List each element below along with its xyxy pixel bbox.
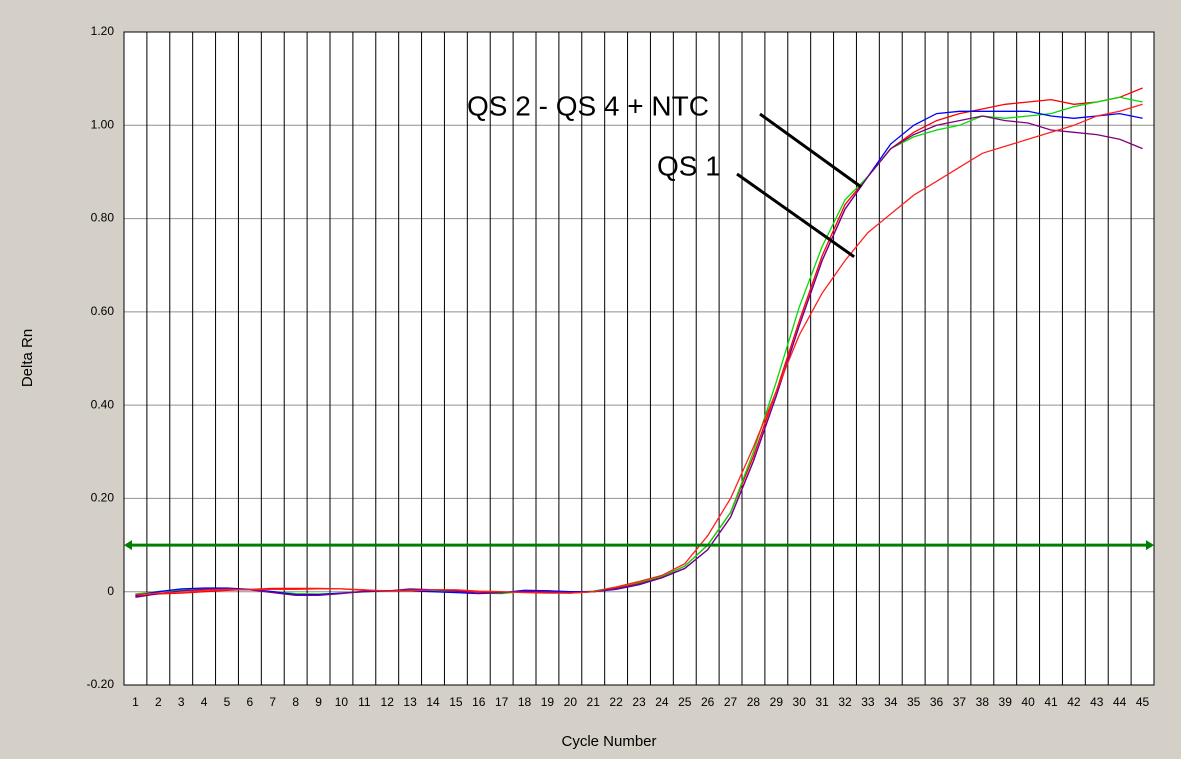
- x-tick-label: 27: [724, 695, 738, 709]
- data-line: [135, 87, 1143, 598]
- x-tick-label: 40: [1021, 695, 1035, 709]
- x-tick-label: 7: [269, 695, 276, 709]
- x-tick-label: 39: [999, 695, 1013, 709]
- x-tick-label: 8: [292, 695, 299, 709]
- annotation: QS 2 - QS 4 + NTC: [467, 90, 709, 121]
- x-tick-label: 4: [201, 695, 208, 709]
- x-tick-label: 16: [472, 695, 486, 709]
- x-tick-label: 21: [587, 695, 601, 709]
- x-tick-label: 26: [701, 695, 715, 709]
- annotation: QS 1: [657, 150, 721, 181]
- y-tick-label: 1.00: [91, 117, 115, 131]
- x-tick-label: 22: [609, 695, 623, 709]
- x-tick-label: 17: [495, 695, 509, 709]
- x-tick-label: 11: [358, 695, 371, 709]
- x-tick-label: 41: [1044, 695, 1058, 709]
- x-tick-label: 15: [449, 695, 463, 709]
- plot-frame: [123, 31, 1155, 686]
- x-tick-label: 32: [838, 695, 852, 709]
- x-tick-label: 2: [155, 695, 162, 709]
- x-tick-label: 38: [976, 695, 990, 709]
- x-tick-label: 12: [381, 695, 395, 709]
- annotation-pointer: [736, 172, 856, 259]
- x-tick-label: 28: [747, 695, 761, 709]
- x-tick-label: 45: [1136, 695, 1150, 709]
- data-line: [135, 96, 1143, 595]
- threshold-arrow: [124, 540, 132, 551]
- x-tick-label: 31: [815, 695, 829, 709]
- y-tick-label: -0.20: [87, 677, 115, 691]
- x-tick-label: 24: [655, 695, 669, 709]
- x-tick-label: 19: [541, 695, 555, 709]
- y-tick-label: 0.20: [91, 491, 115, 505]
- y-tick-label: 0.60: [91, 304, 115, 318]
- x-tick-label: 35: [907, 695, 921, 709]
- x-tick-label: 14: [426, 695, 440, 709]
- x-tick-label: 9: [315, 695, 322, 709]
- x-tick-label: 30: [793, 695, 807, 709]
- x-tick-label: 18: [518, 695, 532, 709]
- annotation-pointer: [759, 112, 862, 189]
- data-line: [135, 103, 1143, 596]
- x-tick-label: 42: [1067, 695, 1081, 709]
- x-axis-label: Cycle Number: [561, 733, 656, 750]
- x-tick-label: 44: [1113, 695, 1127, 709]
- data-line: [135, 115, 1143, 598]
- x-tick-label: 1: [132, 695, 139, 709]
- x-tick-label: 36: [930, 695, 944, 709]
- y-tick-label: 1.20: [91, 24, 115, 38]
- x-tick-label: 13: [403, 695, 417, 709]
- y-tick-label: 0: [107, 584, 114, 598]
- x-tick-label: 6: [247, 695, 254, 709]
- y-axis-label: Delta Rn: [19, 329, 36, 387]
- plot-area: [124, 32, 1154, 685]
- y-tick-label: 0.80: [91, 211, 115, 225]
- threshold-arrow: [1146, 540, 1154, 551]
- x-tick-label: 37: [953, 695, 967, 709]
- x-tick-label: 29: [770, 695, 784, 709]
- x-tick-label: 10: [335, 695, 349, 709]
- x-tick-label: 3: [178, 695, 185, 709]
- x-tick-label: 20: [564, 695, 578, 709]
- x-tick-label: 34: [884, 695, 898, 709]
- x-tick-label: 25: [678, 695, 692, 709]
- y-tick-label: 0.40: [91, 397, 115, 411]
- x-tick-label: 33: [861, 695, 875, 709]
- x-tick-label: 43: [1090, 695, 1104, 709]
- x-tick-label: 5: [224, 695, 231, 709]
- x-tick-label: 23: [632, 695, 646, 709]
